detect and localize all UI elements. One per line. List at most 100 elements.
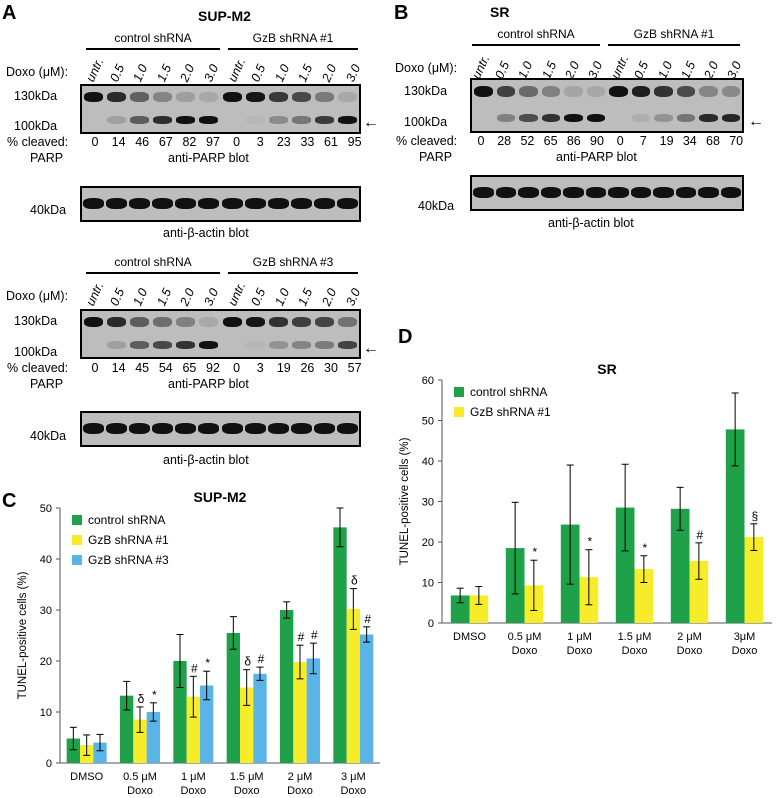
x-tick-label: 1.5 μM <box>618 631 652 643</box>
blot-caption: anti-β-actin blot <box>548 216 634 230</box>
cleaved-value: 0 <box>616 134 624 148</box>
doxo-label: Doxo (μM): <box>6 65 69 79</box>
panel-a-second: control shRNA GzB shRNA #3 Doxo (μM): 13… <box>0 245 385 485</box>
bar <box>346 608 360 763</box>
cleaved-band <box>107 116 127 124</box>
cleaved-value: 3 <box>256 135 264 149</box>
cleaved-band <box>199 116 219 124</box>
cleaved-value: 30 <box>324 361 338 375</box>
significance-mark: § <box>752 509 759 523</box>
full-length-band <box>314 91 334 102</box>
mw-marker: 100kDa <box>14 119 58 133</box>
group-underline <box>228 272 358 274</box>
full-length-band <box>153 316 173 327</box>
full-length-band <box>337 91 357 102</box>
actin-band <box>106 198 128 210</box>
full-length-band <box>153 91 173 102</box>
group-underline <box>228 48 358 50</box>
actin-band <box>267 198 289 210</box>
actin-band <box>313 423 335 435</box>
y-tick-label: 0 <box>46 758 52 770</box>
full-length-band <box>268 316 288 327</box>
x-tick-label: Doxo <box>677 645 703 657</box>
full-length-band <box>245 316 265 327</box>
x-tick-label: 1 μM <box>181 771 206 783</box>
actin-blot <box>80 411 361 447</box>
significance-mark: δ <box>138 692 145 706</box>
full-length-band <box>245 91 265 102</box>
bar <box>469 595 489 623</box>
legend-label: GzB shRNA #1 <box>470 405 551 419</box>
x-tick-label: Doxo <box>622 645 648 657</box>
cleaved-band <box>245 341 265 349</box>
bar <box>450 595 470 623</box>
cleaved-value: 57 <box>347 361 362 375</box>
full-length-band <box>291 316 311 327</box>
full-length-band <box>337 316 357 327</box>
cleaved-value: 65 <box>543 134 558 148</box>
full-length-band <box>222 91 242 102</box>
mw-marker: 130kDa <box>404 84 448 98</box>
cleaved-band <box>699 113 718 122</box>
y-axis-label: TUNEL-positive cells (%) <box>399 437 411 565</box>
legend-swatch <box>454 407 464 417</box>
significance-mark: # <box>298 630 305 644</box>
x-tick-label: Doxo <box>340 785 366 797</box>
cleaved-value: 28 <box>497 134 512 148</box>
actin-band <box>221 198 243 210</box>
significance-mark: # <box>697 528 704 542</box>
group-label: control shRNA <box>114 31 192 45</box>
full-length-band <box>654 86 673 98</box>
cleaved-value: 65 <box>182 361 197 375</box>
x-tick-label: Doxo <box>127 785 153 797</box>
blot-caption: anti-PARP blot <box>556 150 637 164</box>
cleaved-band <box>337 341 357 349</box>
full-length-band <box>564 86 583 98</box>
cleaved-value: 33 <box>300 135 315 149</box>
actin-band <box>290 198 312 210</box>
cleaved-label: % cleaved: <box>396 134 458 148</box>
group-underline <box>472 44 600 46</box>
bar <box>226 632 240 763</box>
bar <box>66 738 80 763</box>
parp-label: PARP <box>419 150 453 164</box>
full-length-band <box>107 316 127 327</box>
significance-mark: # <box>364 612 371 626</box>
bar <box>146 712 160 763</box>
x-tick-label: Doxo <box>512 645 538 657</box>
full-length-band <box>496 86 515 98</box>
lane-label: 2.0 <box>177 286 198 308</box>
cleaved-value: 61 <box>324 135 338 149</box>
y-tick-label: 40 <box>422 456 434 468</box>
legend-label: GzB shRNA #1 <box>88 533 169 547</box>
actin-band <box>152 198 174 210</box>
significance-mark: # <box>311 628 318 642</box>
lane-label: 1.5 <box>154 286 175 308</box>
full-length-band <box>268 91 288 102</box>
full-length-band <box>676 86 695 98</box>
cleaved-band <box>496 113 515 122</box>
cleaved-value: 19 <box>659 134 674 148</box>
group-label: GzB shRNA #1 <box>633 27 715 41</box>
panel-b: B SR control shRNA GzB shRNA #1 Doxo (μM… <box>388 0 778 240</box>
actin-band <box>540 187 561 199</box>
actin-band <box>83 423 105 435</box>
legend-label: control shRNA <box>470 385 547 399</box>
actin-band <box>198 423 220 435</box>
cleaved-value: 54 <box>158 361 173 375</box>
actin-blot <box>80 186 361 222</box>
lane-label: 1.0 <box>130 286 151 308</box>
cleaved-value: 0 <box>91 135 99 149</box>
y-tick-label: 30 <box>422 497 434 509</box>
cleaved-label: % cleaved: <box>7 361 69 375</box>
bar-chart-sup-m2: SUP-M2 0 10 20 30 40 50 TUNEL-positive cells (%… <box>17 489 380 797</box>
cleaved-band <box>199 341 219 349</box>
bar <box>253 673 267 763</box>
doxo-label: Doxo (μM): <box>6 289 69 303</box>
actin-band <box>585 187 606 199</box>
actin-band <box>175 198 197 210</box>
lane-label: 0.5 <box>248 286 269 308</box>
legend-swatch <box>72 555 82 565</box>
x-tick-label: Doxo <box>234 785 260 797</box>
actin-band <box>129 198 151 210</box>
